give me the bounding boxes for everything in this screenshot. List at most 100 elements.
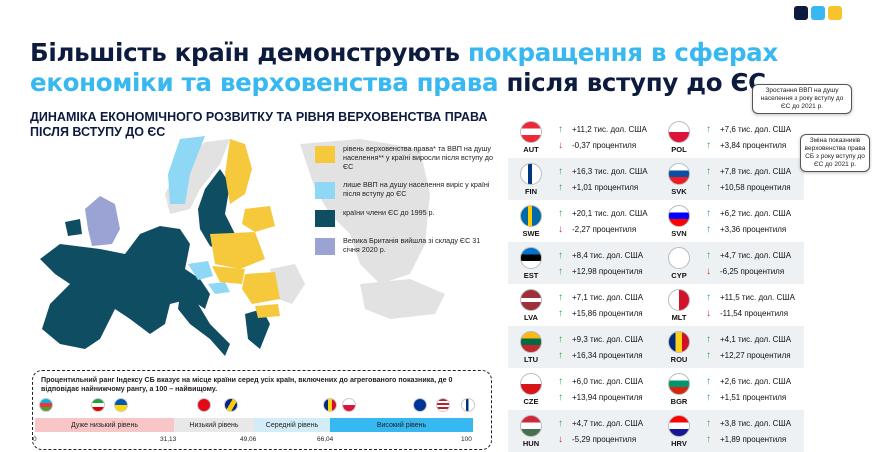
- country-cell-svn: SVN ↑ +6,2 тис. дол. США ↑ +3,36 процентиля: [656, 200, 804, 242]
- country-cell-swe: SWE ↑ +20,1 тис. дол. США ↓ -2,27 процентиля: [508, 200, 656, 242]
- flag-est-icon: [520, 247, 542, 269]
- country-cell-ltu: LTU ↑ +9,3 тис. дол. США ↑ +16,34 процентиля: [508, 326, 656, 368]
- scale-tick: 66,04: [317, 436, 334, 443]
- legend-item: країни члени ЄС до 1995 р.: [315, 208, 495, 227]
- grid-row: [508, 158, 804, 200]
- rule-change: ↑ +12,27 процентиля: [706, 350, 791, 361]
- country-cell-est: EST ↑ +8,4 тис. дол. США ↑ +12,98 процентиля: [508, 242, 656, 284]
- country-code: HRV: [671, 439, 687, 448]
- gdp-change-value: +6,0 тис. дол. США: [572, 377, 644, 386]
- rule-change-value: +1,01 процентиля: [572, 183, 639, 192]
- arrow-up-icon: ↑: [558, 124, 563, 135]
- rule-change: ↓ -11,54 процентиля: [706, 308, 788, 319]
- gdp-change: ↑ +7,1 тис. дол. США: [558, 292, 643, 303]
- rule-change: ↑ +1,89 процентиля: [706, 434, 786, 445]
- country-code: ROU: [670, 355, 688, 364]
- grid-row: [508, 326, 804, 368]
- map-ireland: [65, 219, 82, 236]
- flag-bosnia-icon: [224, 398, 238, 412]
- rule-change-value: +3,84 процентиля: [720, 141, 787, 150]
- page-title: Більшість країн демонструють покращення …: [30, 38, 830, 98]
- gdp-change-value: +7,6 тис. дол. США: [720, 125, 792, 134]
- arrow-up-icon: ↑: [706, 292, 711, 303]
- gdp-change: ↑ +6,0 тис. дол. США: [558, 376, 643, 387]
- country-cell-hrv: HRV ↑ +3,8 тис. дол. США ↑ +1,89 процентиля: [656, 410, 804, 452]
- rule-change: ↓ -0,37 процентиля: [558, 140, 636, 151]
- flag-rou-icon: [668, 331, 690, 353]
- rule-change-value: -6,25 процентиля: [720, 267, 785, 276]
- map-both-improved: [225, 139, 252, 204]
- logo-square-3: [828, 6, 842, 20]
- map-eu-old: [40, 226, 210, 349]
- scale-segment-medium: Середній рівень: [254, 418, 330, 432]
- title-part-3: після вступу до ЄС: [498, 68, 766, 97]
- rule-change-value: -5,29 процентиля: [572, 435, 637, 444]
- gdp-change: ↑ +11,5 тис. дол. США: [706, 292, 795, 303]
- gdp-change: ↑ +4,1 тис. дол. США: [706, 334, 791, 345]
- flag-lva-icon: [520, 289, 542, 311]
- rule-change-value: -2,27 процентиля: [572, 225, 637, 234]
- map-eu-old-greece: [245, 309, 270, 349]
- map-eu-old-scandinavia: [198, 169, 235, 252]
- arrow-up-icon: ↑: [558, 334, 563, 345]
- arrow-up-icon: ↑: [706, 392, 711, 403]
- legend-text: лише ВВП на душу населення виріс у країн…: [343, 180, 490, 198]
- country-cell-bgr: BGR ↑ +2,6 тис. дол. США ↑ +1,51 процентиля: [656, 368, 804, 410]
- country-cell-cyp: CYP ↑ +4,7 тис. дол. США ↓ -6,25 процентиля: [656, 242, 804, 284]
- rule-change-value: +10,58 процентиля: [720, 183, 791, 192]
- gdp-change-value: +4,7 тис. дол. США: [720, 251, 792, 260]
- legend-swatch: [315, 210, 335, 227]
- callout-rule-of-law: Зміна показників верховенства права СБ з…: [800, 134, 870, 172]
- map-legend: рівень верховенства права* та ВВП на душ…: [315, 144, 495, 264]
- gdp-change: ↑ +20,1 тис. дол. США: [558, 208, 648, 219]
- legend-swatch: [315, 182, 335, 199]
- map-gdp-only: [168, 136, 205, 204]
- brand-logo: [794, 6, 842, 20]
- country-code: BGR: [670, 397, 688, 406]
- map-gdp-only: [188, 261, 213, 280]
- arrow-up-icon: ↑: [558, 376, 563, 387]
- arrow-up-icon: ↑: [558, 250, 563, 261]
- rule-change-value: +15,86 процентиля: [572, 309, 643, 318]
- map-united-kingdom: [85, 196, 120, 246]
- gdp-change: ↑ +16,3 тис. дол. США: [558, 166, 648, 177]
- gdp-change: ↑ +2,6 тис. дол. США: [706, 376, 791, 387]
- arrow-down-icon: ↓: [558, 140, 563, 151]
- arrow-up-icon: ↑: [706, 376, 711, 387]
- country-code: AUT: [523, 145, 539, 154]
- map-land-non-eu: [360, 279, 445, 319]
- flag-cyp-icon: [668, 247, 690, 269]
- europe-map: [40, 136, 445, 356]
- rule-change: ↑ +3,36 процентиля: [706, 224, 786, 235]
- gdp-change-value: +4,7 тис. дол. США: [572, 419, 644, 428]
- gdp-change-value: +3,8 тис. дол. США: [720, 419, 792, 428]
- rule-change: ↓ -5,29 процентиля: [558, 434, 636, 445]
- legend-item: лише ВВП на душу населення виріс у країн…: [315, 180, 495, 199]
- arrow-up-icon: ↑: [706, 224, 711, 235]
- rule-change-value: +1,51 процентиля: [720, 393, 787, 402]
- arrow-up-icon: ↑: [706, 334, 711, 345]
- rank-scale-box: Процентильний ранг Індексу СБ вказує на …: [32, 370, 492, 450]
- rule-change: ↓ -6,25 процентиля: [706, 266, 784, 277]
- rule-change: ↓ -2,27 процентиля: [558, 224, 636, 235]
- flag-hun-icon: [520, 415, 542, 437]
- map-both-improved: [242, 206, 275, 232]
- country-code: HUN: [522, 439, 540, 448]
- country-cell-hun: HUN ↑ +4,7 тис. дол. США ↓ -5,29 процентиля: [508, 410, 656, 452]
- rule-change: ↑ +13,94 процентиля: [558, 392, 643, 403]
- arrow-up-icon: ↑: [558, 292, 563, 303]
- arrow-up-icon: ↑: [706, 250, 711, 261]
- legend-text: Велика Британія вийшла зі складу ЄС 31 с…: [343, 236, 481, 254]
- scale-segment-high: Високий рівень: [330, 418, 473, 432]
- flag-ukraine-icon: [114, 398, 128, 412]
- map-land-non-eu: [300, 139, 430, 284]
- gdp-change: ↑ +7,8 тис. дол. США: [706, 166, 791, 177]
- rule-change-value: +16,34 процентиля: [572, 351, 643, 360]
- map-both-improved: [210, 232, 265, 269]
- arrow-up-icon: ↑: [706, 434, 711, 445]
- rule-change: ↑ +1,01 процентиля: [558, 182, 638, 193]
- arrow-up-icon: ↑: [706, 166, 711, 177]
- gdp-change: ↑ +3,8 тис. дол. США: [706, 418, 791, 429]
- flag-ltu-icon: [520, 331, 542, 353]
- gdp-change: ↑ +7,6 тис. дол. США: [706, 124, 791, 135]
